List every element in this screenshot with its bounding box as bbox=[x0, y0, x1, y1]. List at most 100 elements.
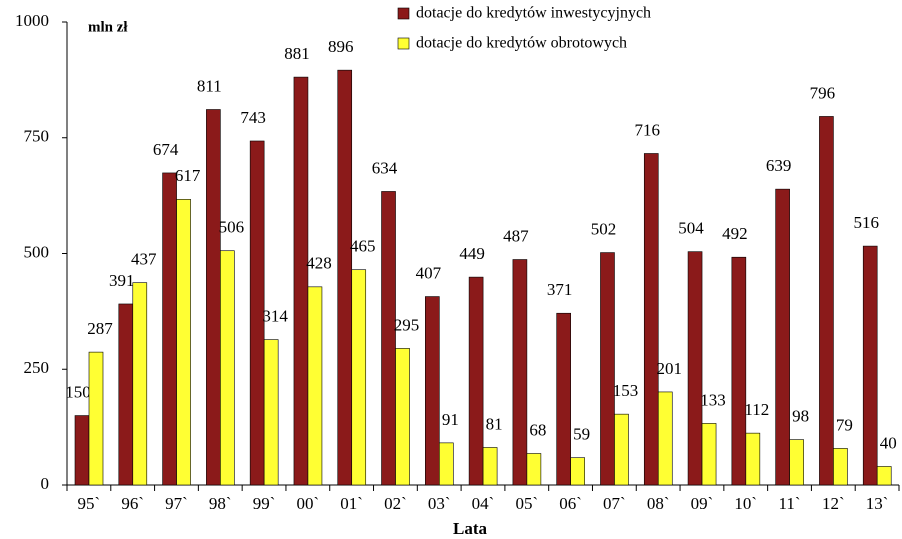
x-tick-label: 08` bbox=[647, 494, 670, 513]
x-tick-label: 06` bbox=[559, 494, 582, 513]
x-tick-label: 03` bbox=[428, 494, 451, 513]
data-label: 79 bbox=[836, 415, 853, 434]
data-label: 896 bbox=[328, 37, 354, 56]
bar bbox=[614, 413, 629, 486]
legend-swatch bbox=[397, 37, 410, 50]
bar bbox=[351, 269, 367, 486]
data-label: 153 bbox=[613, 381, 639, 400]
data-label: 81 bbox=[486, 414, 503, 433]
bar bbox=[118, 303, 134, 486]
data-label: 634 bbox=[372, 158, 398, 177]
data-label: 314 bbox=[262, 307, 288, 326]
data-label: 40 bbox=[880, 433, 897, 452]
bar bbox=[833, 448, 848, 486]
bar bbox=[512, 259, 528, 486]
data-label: 502 bbox=[591, 219, 617, 238]
data-label: 449 bbox=[459, 244, 485, 263]
bar bbox=[600, 252, 615, 486]
data-label: 811 bbox=[197, 76, 222, 95]
bar bbox=[381, 191, 396, 486]
x-tick-label: 02` bbox=[384, 494, 407, 513]
data-label: 465 bbox=[350, 237, 376, 256]
bar bbox=[176, 199, 191, 486]
data-label: 295 bbox=[394, 315, 420, 334]
x-tick-label: 05` bbox=[515, 494, 538, 513]
bar bbox=[206, 109, 221, 486]
x-tick-label: 00` bbox=[297, 494, 320, 513]
bar bbox=[687, 251, 703, 486]
data-label: 201 bbox=[657, 359, 683, 378]
legend-label: dotacje do kredytów obrotowych bbox=[416, 35, 627, 52]
data-label: 59 bbox=[573, 425, 590, 444]
bar bbox=[775, 188, 790, 486]
legend-swatch bbox=[397, 7, 410, 20]
bar bbox=[263, 339, 279, 486]
bar bbox=[249, 140, 265, 486]
bar bbox=[439, 442, 454, 486]
bar bbox=[819, 116, 834, 486]
data-label: 881 bbox=[284, 44, 310, 63]
bar bbox=[731, 256, 747, 486]
y-axis-label: mln zł bbox=[88, 19, 128, 35]
data-label: 516 bbox=[853, 213, 879, 232]
bar bbox=[220, 250, 235, 486]
data-label: 98 bbox=[792, 407, 809, 426]
data-label: 437 bbox=[131, 250, 157, 269]
x-tick-label: 11` bbox=[779, 494, 801, 513]
bar bbox=[293, 76, 309, 486]
data-label: 743 bbox=[240, 108, 266, 127]
y-tick-label: 500 bbox=[24, 242, 50, 261]
bar bbox=[74, 415, 90, 486]
data-label: 796 bbox=[810, 83, 836, 102]
y-tick-label: 250 bbox=[24, 358, 50, 377]
data-label: 617 bbox=[175, 166, 201, 185]
x-tick-label: 09` bbox=[691, 494, 714, 513]
y-tick-label: 750 bbox=[24, 127, 50, 146]
data-label: 504 bbox=[678, 219, 704, 238]
bar bbox=[307, 286, 323, 486]
data-label: 391 bbox=[109, 271, 135, 290]
bar bbox=[425, 296, 440, 486]
bar bbox=[789, 439, 804, 486]
data-label: 407 bbox=[416, 263, 442, 282]
bar bbox=[88, 351, 104, 486]
data-label: 674 bbox=[153, 140, 179, 159]
x-axis-label: Lata bbox=[453, 519, 488, 538]
data-label: 150 bbox=[65, 382, 91, 401]
x-tick-label: 98` bbox=[209, 494, 232, 513]
x-tick-label: 01` bbox=[340, 494, 363, 513]
bar bbox=[701, 423, 717, 486]
bar bbox=[337, 69, 353, 486]
bar bbox=[657, 391, 673, 486]
data-label: 428 bbox=[306, 254, 332, 273]
data-label: 112 bbox=[744, 400, 769, 419]
data-label: 68 bbox=[529, 420, 546, 439]
bar bbox=[526, 453, 542, 486]
data-label: 492 bbox=[722, 224, 748, 243]
bar bbox=[162, 172, 177, 486]
x-tick-label: 99` bbox=[253, 494, 276, 513]
x-tick-label: 97` bbox=[165, 494, 188, 513]
bar bbox=[862, 245, 878, 486]
data-label: 639 bbox=[766, 156, 792, 175]
x-tick-label: 96` bbox=[121, 494, 144, 513]
bar bbox=[468, 276, 484, 486]
x-tick-label: 12` bbox=[822, 494, 845, 513]
bar bbox=[556, 312, 571, 486]
y-tick-label: 0 bbox=[41, 474, 50, 493]
x-tick-label: 10` bbox=[734, 494, 757, 513]
x-tick-label: 07` bbox=[603, 494, 626, 513]
bar bbox=[745, 432, 761, 486]
bar bbox=[482, 447, 498, 486]
x-tick-label: 04` bbox=[472, 494, 495, 513]
y-tick-label: 1000 bbox=[15, 11, 49, 30]
x-tick-label: 13` bbox=[866, 494, 889, 513]
bar bbox=[132, 282, 148, 486]
bar bbox=[395, 348, 410, 486]
data-label: 506 bbox=[219, 218, 245, 237]
x-tick-label: 95` bbox=[78, 494, 101, 513]
bar bbox=[570, 457, 585, 486]
data-label: 91 bbox=[442, 410, 459, 429]
data-label: 371 bbox=[547, 280, 573, 299]
